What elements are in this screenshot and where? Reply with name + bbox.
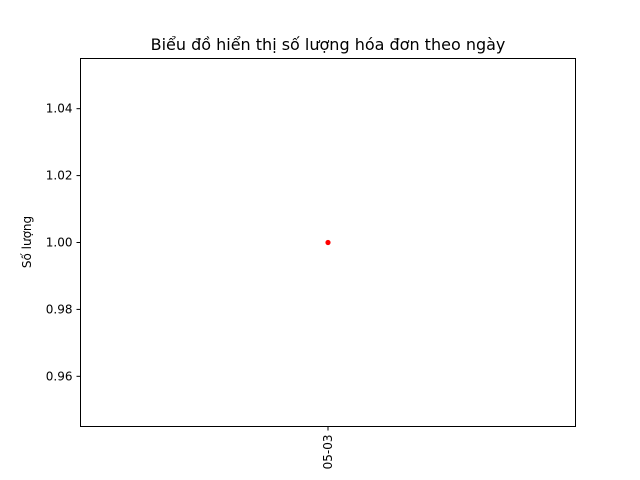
data-point	[325, 239, 331, 246]
data-points	[325, 239, 331, 246]
y-axis-label: Số lượng	[20, 216, 34, 268]
x-axis: 05-03	[321, 426, 335, 470]
y-tick-label: 0.98	[46, 302, 73, 316]
y-tick-label: 1.04	[46, 102, 73, 116]
y-tick-label: 1.02	[46, 169, 73, 183]
x-tick-label: 05-03	[321, 435, 335, 470]
chart-title: Biểu đồ hiển thị số lượng hóa đơn theo n…	[151, 35, 506, 54]
y-axis: 0.96 0.98 1.00 1.02 1.04	[46, 102, 81, 383]
y-tick-label: 0.96	[46, 369, 73, 383]
y-tick-label: 1.00	[46, 236, 73, 250]
